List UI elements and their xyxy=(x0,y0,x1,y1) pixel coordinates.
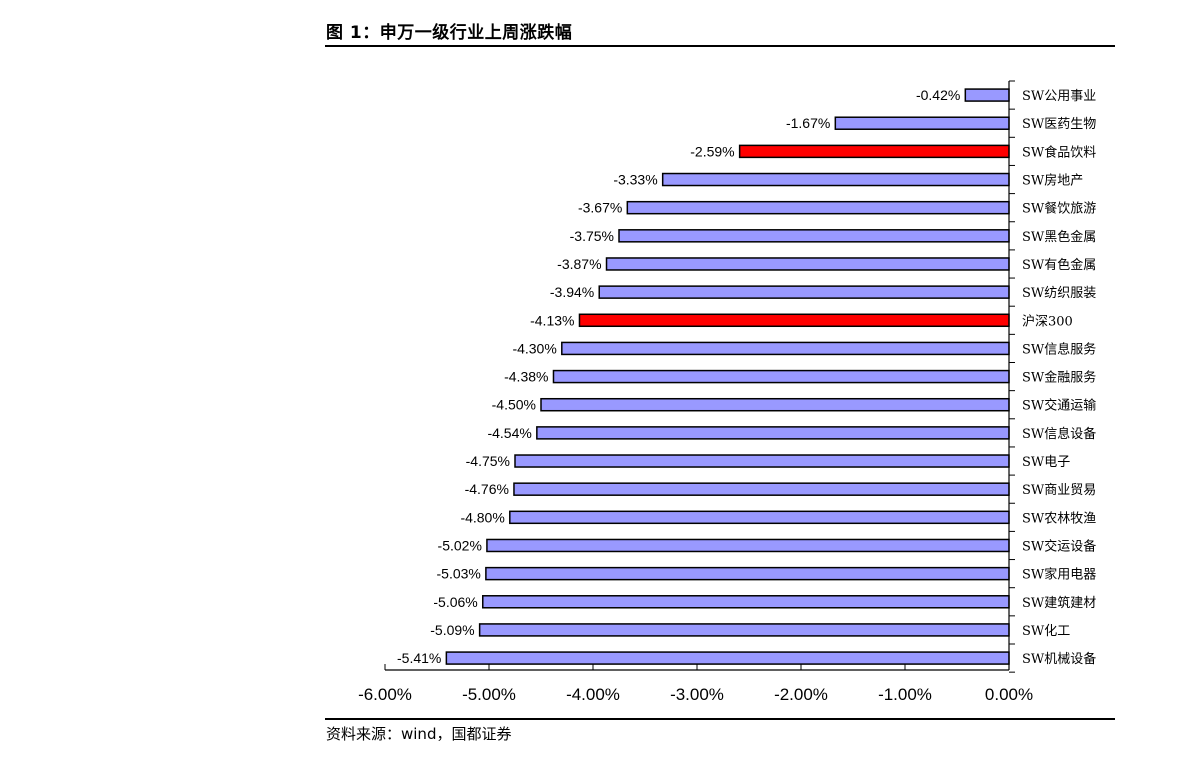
category-label: SW黑色金属 xyxy=(1022,229,1096,245)
bar xyxy=(485,566,1010,581)
data-label: -4.13% xyxy=(530,312,574,328)
category-label: SW商业贸易 xyxy=(1022,483,1096,498)
category-label: 沪深300 xyxy=(1022,313,1073,329)
category-label: SW食品饮料 xyxy=(1022,144,1096,160)
category-label: SW公用事业 xyxy=(1022,89,1096,104)
category-label: SW餐饮旅游 xyxy=(1022,201,1096,217)
category-label: SW家用电器 xyxy=(1022,567,1096,583)
category-label: SW化工 xyxy=(1022,624,1070,639)
data-label: -5.09% xyxy=(430,622,474,638)
data-label: -3.87% xyxy=(557,256,601,272)
title-rule xyxy=(325,45,1115,47)
bar xyxy=(509,510,1010,525)
tick-label: 0.00% xyxy=(985,685,1033,704)
data-label: -1.67% xyxy=(786,115,830,131)
bar xyxy=(561,341,1010,356)
category-label: SW有色金属 xyxy=(1022,257,1096,273)
bar xyxy=(482,595,1010,609)
bar xyxy=(536,426,1010,440)
bar xyxy=(964,88,1010,102)
category-label: SW房地产 xyxy=(1022,173,1083,189)
data-label: -3.33% xyxy=(613,172,657,188)
tick-label: -5.00% xyxy=(462,685,516,704)
tick-label: -1.00% xyxy=(878,685,932,704)
tick-label: -3.00% xyxy=(670,685,724,704)
bar xyxy=(513,482,1010,496)
data-label: -5.02% xyxy=(438,537,482,553)
category-label: SW纺织服装 xyxy=(1022,286,1096,301)
data-label: -4.76% xyxy=(465,481,509,497)
category-label: SW农林牧渔 xyxy=(1022,511,1096,526)
bar xyxy=(618,229,1010,243)
category-label: SW信息服务 xyxy=(1022,341,1096,357)
data-label: -4.75% xyxy=(466,453,510,469)
data-label: -5.41% xyxy=(397,650,441,666)
category-label: SW机械设备 xyxy=(1022,651,1096,667)
category-label: SW电子 xyxy=(1022,455,1070,470)
category-label: SW金融服务 xyxy=(1022,370,1096,386)
bar xyxy=(598,285,1010,299)
bar xyxy=(540,397,1010,412)
bar xyxy=(738,144,1010,159)
data-label: -2.59% xyxy=(690,143,734,159)
bar xyxy=(661,172,1010,187)
category-label: SW信息设备 xyxy=(1022,426,1096,442)
bar xyxy=(578,313,1010,328)
category-label: SW医药生物 xyxy=(1022,117,1096,132)
bar xyxy=(514,454,1010,468)
data-label: -4.54% xyxy=(487,425,531,441)
tick-label: -4.00% xyxy=(566,685,620,704)
data-label: -3.75% xyxy=(570,228,614,244)
figure-title: 图 1：申万一级行业上周涨跌幅 xyxy=(326,23,573,43)
data-label: -0.42% xyxy=(916,87,960,103)
bar xyxy=(552,369,1010,384)
data-label: -4.30% xyxy=(512,340,556,356)
data-label: -5.03% xyxy=(437,566,481,582)
bar xyxy=(834,116,1010,130)
data-label: -4.38% xyxy=(504,369,548,385)
tick-label: -6.00% xyxy=(358,685,412,704)
data-label: -5.06% xyxy=(433,594,477,610)
category-label: SW交通运输 xyxy=(1022,398,1096,414)
tick-label: -2.00% xyxy=(774,685,828,704)
source-note: 资料来源：wind，国都证券 xyxy=(326,725,512,743)
bar xyxy=(445,651,1010,665)
source-rule xyxy=(325,718,1115,720)
data-label: -4.50% xyxy=(492,397,536,413)
data-label: -3.94% xyxy=(550,284,594,300)
bar xyxy=(605,257,1010,271)
category-label: SW建筑建材 xyxy=(1022,595,1096,611)
bar xyxy=(486,538,1010,553)
data-label: -4.80% xyxy=(460,509,504,525)
bar xyxy=(626,200,1010,215)
bar xyxy=(478,623,1010,637)
category-label: SW交运设备 xyxy=(1022,538,1096,554)
data-label: -3.67% xyxy=(578,200,622,216)
